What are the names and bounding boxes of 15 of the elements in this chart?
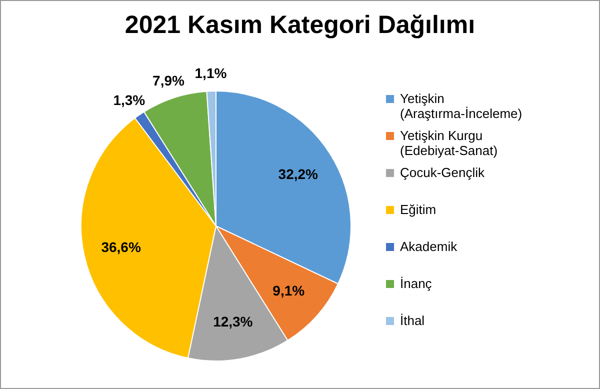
data-label: 7,9% (152, 72, 185, 89)
legend-label: Yetişkin Kurgu (Edebiyat-Sanat) (400, 128, 498, 158)
data-label: 32,2% (278, 166, 319, 182)
legend-label: İnanç (400, 276, 432, 291)
legend-label: Akademik (400, 239, 458, 254)
data-label: 1,1% (194, 65, 228, 82)
data-label: 1,3% (113, 92, 146, 108)
legend-label: Çocuk-Gençlik (400, 165, 485, 180)
legend-label: İthal (400, 313, 425, 328)
data-label: 12,3% (213, 314, 254, 330)
legend-label: Eğitim (400, 202, 436, 217)
data-label: 36,6% (101, 238, 142, 255)
legend-label: Yetişkin (Araştırma-İnceleme) (400, 91, 522, 121)
data-label: 9,1% (272, 282, 306, 299)
chart-title: 2021 Kasım Kategori Dağılımı (124, 11, 476, 40)
